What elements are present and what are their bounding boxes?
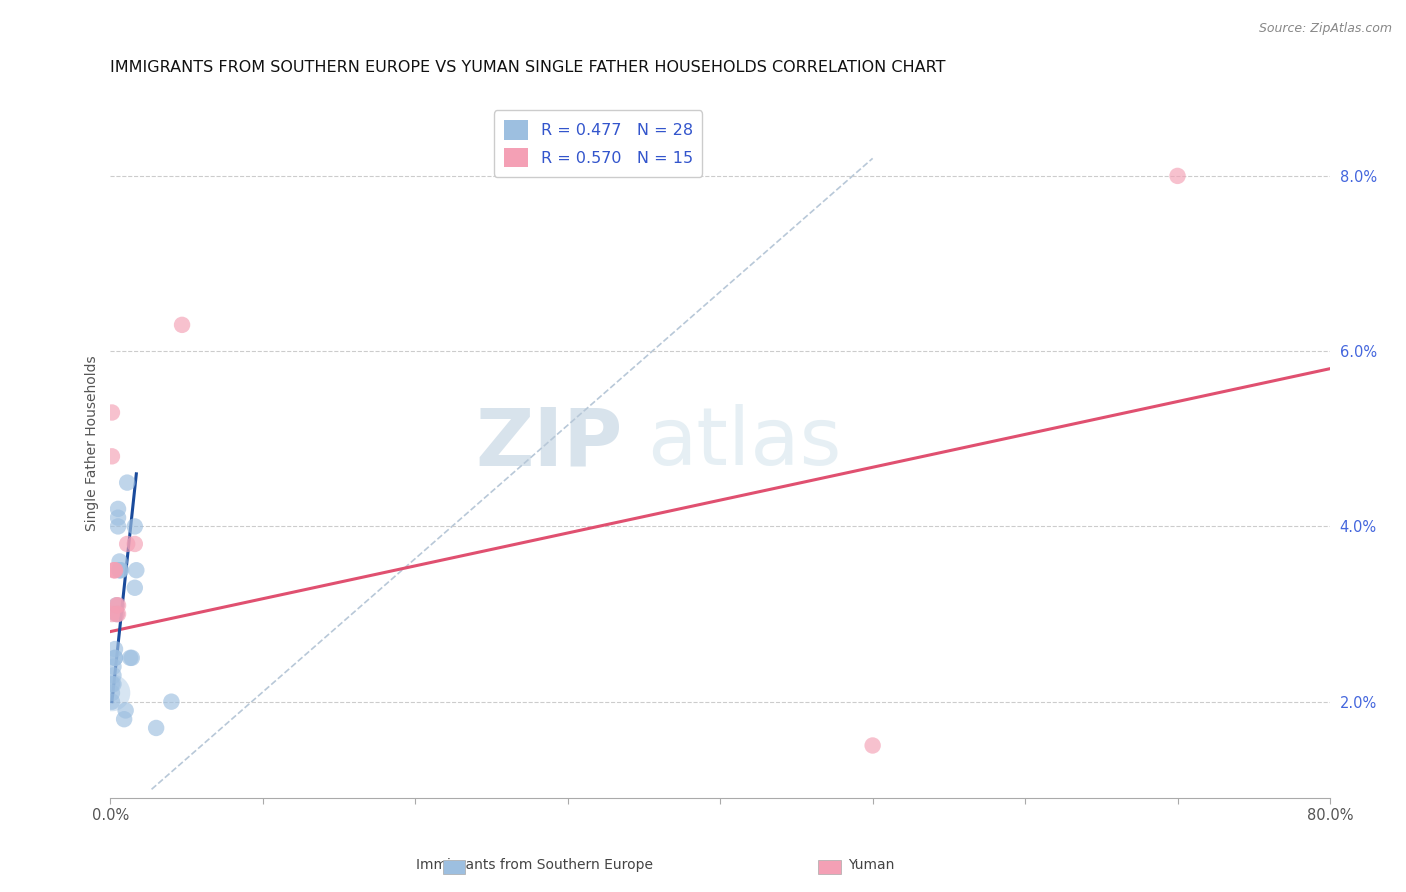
Point	[107, 510, 129, 524]
Point	[103, 668, 125, 682]
Point	[115, 475, 138, 490]
Point	[120, 651, 142, 665]
Point	[107, 519, 129, 533]
Point	[145, 721, 167, 735]
Legend: R = 0.477   N = 28, R = 0.570   N = 15: R = 0.477 N = 28, R = 0.570 N = 15	[495, 111, 702, 177]
Point	[101, 686, 124, 700]
Y-axis label: Single Father Households: Single Father Households	[86, 355, 100, 531]
Point	[124, 519, 146, 533]
Point	[101, 677, 124, 691]
Point	[104, 642, 127, 657]
Point	[108, 563, 131, 577]
Text: ZIP: ZIP	[475, 404, 623, 483]
Point	[115, 537, 138, 551]
Point	[1166, 169, 1188, 183]
Point	[108, 563, 131, 577]
Point	[160, 695, 183, 709]
Point	[103, 659, 125, 673]
Point	[105, 599, 128, 613]
Text: Yuman: Yuman	[849, 858, 894, 872]
Point	[107, 502, 129, 516]
Point	[104, 651, 127, 665]
Point	[104, 563, 127, 577]
Point	[103, 677, 125, 691]
Point	[101, 450, 124, 464]
Point	[101, 686, 124, 700]
Point	[103, 563, 125, 577]
Point	[125, 563, 148, 577]
Point	[101, 405, 124, 419]
Point	[862, 739, 884, 753]
Text: atlas: atlas	[647, 404, 841, 483]
Point	[105, 607, 128, 621]
Point	[107, 599, 129, 613]
Point	[170, 318, 193, 332]
Point	[105, 599, 128, 613]
Point	[101, 695, 124, 709]
Point	[104, 563, 127, 577]
Point	[108, 554, 131, 568]
Point	[104, 651, 127, 665]
Text: IMMIGRANTS FROM SOUTHERN EUROPE VS YUMAN SINGLE FATHER HOUSEHOLDS CORRELATION CH: IMMIGRANTS FROM SOUTHERN EUROPE VS YUMAN…	[111, 60, 946, 75]
Point	[121, 651, 143, 665]
Point	[112, 712, 135, 726]
Point	[110, 563, 132, 577]
Point	[124, 581, 146, 595]
Point	[114, 703, 136, 717]
Point	[101, 607, 124, 621]
Text: Source: ZipAtlas.com: Source: ZipAtlas.com	[1258, 22, 1392, 36]
Point	[124, 537, 146, 551]
Text: Immigrants from Southern Europe: Immigrants from Southern Europe	[416, 858, 652, 872]
Point	[107, 607, 129, 621]
Point	[105, 607, 128, 621]
